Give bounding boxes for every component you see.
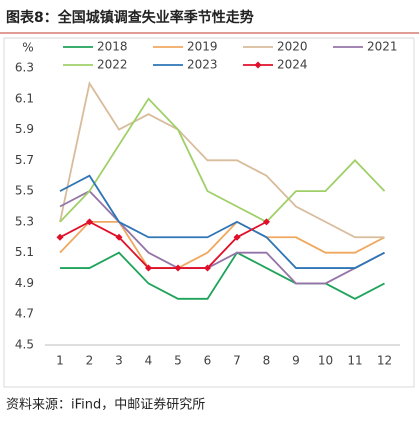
x-tick-label: 10 bbox=[318, 354, 333, 368]
legend-label: 2022 bbox=[97, 58, 128, 72]
point-marker bbox=[233, 233, 241, 241]
point-marker bbox=[86, 218, 93, 226]
x-tick-label: 4 bbox=[145, 354, 153, 368]
point-marker bbox=[115, 233, 123, 241]
point-marker bbox=[56, 233, 64, 241]
series-line bbox=[60, 251, 385, 300]
x-tick-label: 5 bbox=[174, 354, 182, 368]
series-line bbox=[59, 220, 385, 269]
source-note: 资料来源：iFind，中邮证券研究所 bbox=[6, 397, 205, 413]
series-line bbox=[59, 97, 386, 223]
point-marker bbox=[174, 264, 182, 272]
y-tick-label: 6.3 bbox=[15, 61, 34, 75]
x-tick-label: 9 bbox=[292, 354, 300, 368]
point-marker bbox=[145, 264, 152, 272]
y-tick-label: 5.9 bbox=[15, 122, 34, 136]
x-tick-label: 12 bbox=[377, 354, 392, 368]
x-tick-label: 2 bbox=[86, 354, 94, 368]
legend-label: 2018 bbox=[97, 40, 128, 54]
series-line bbox=[59, 174, 385, 269]
x-tick-label: 1 bbox=[56, 354, 64, 368]
series-line bbox=[59, 81, 385, 239]
legend-label: 2021 bbox=[367, 40, 398, 54]
x-tick-label: 8 bbox=[263, 354, 271, 368]
y-tick-label: 5.5 bbox=[15, 184, 34, 198]
y-tick-label: 6.1 bbox=[15, 91, 34, 105]
x-tick-label: 11 bbox=[347, 354, 362, 368]
y-tick-label: 5.7 bbox=[15, 153, 34, 167]
x-tick-label: 3 bbox=[115, 354, 123, 368]
y-tick-label: 4.9 bbox=[15, 276, 34, 290]
point-marker bbox=[204, 264, 211, 272]
point-marker bbox=[263, 218, 270, 226]
legend-label: 2019 bbox=[187, 40, 218, 54]
y-axis-label: % bbox=[22, 41, 33, 55]
y-tick-label: 4.7 bbox=[15, 307, 34, 321]
y-tick-label: 5.1 bbox=[15, 245, 34, 259]
legend-marker bbox=[254, 61, 262, 69]
y-tick-label: 4.5 bbox=[15, 338, 34, 352]
legend-label: 2020 bbox=[277, 40, 308, 54]
x-tick-label: 6 bbox=[204, 354, 212, 368]
series-line bbox=[59, 190, 385, 285]
series-line bbox=[59, 220, 267, 269]
legend-label: 2023 bbox=[187, 58, 218, 72]
chart-title: 图表8：全国城镇调查失业率季节性走势 bbox=[6, 9, 254, 26]
chart-frame bbox=[3, 37, 415, 388]
y-tick-label: 5.3 bbox=[15, 214, 34, 228]
x-tick-label: 7 bbox=[233, 354, 241, 368]
legend-label: 2024 bbox=[277, 58, 308, 72]
